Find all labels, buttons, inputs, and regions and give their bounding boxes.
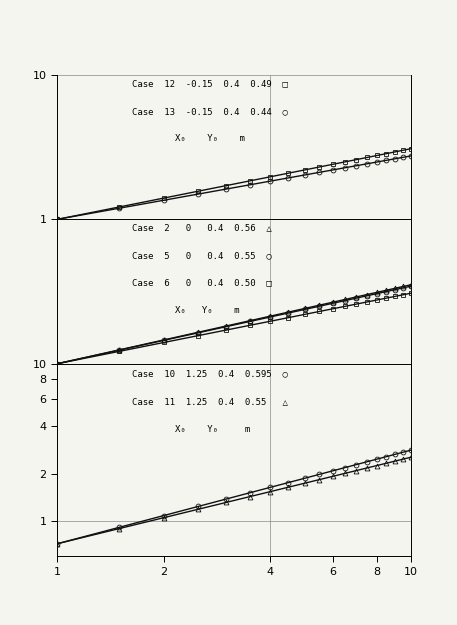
Text: X₀   Y₀    m: X₀ Y₀ m: [132, 306, 239, 315]
Text: Case  11  1.25  0.4  0.55   △: Case 11 1.25 0.4 0.55 △: [132, 397, 287, 406]
Text: X₀    Y₀     m: X₀ Y₀ m: [132, 424, 250, 434]
Text: Case  10  1.25  0.4  0.595  ○: Case 10 1.25 0.4 0.595 ○: [132, 369, 287, 379]
Text: X₀    Y₀    m: X₀ Y₀ m: [132, 134, 244, 143]
Text: Case  6   0   0.4  0.50  □: Case 6 0 0.4 0.50 □: [132, 279, 271, 288]
Text: Case  5   0   0.4  0.55  ○: Case 5 0 0.4 0.55 ○: [132, 251, 271, 260]
Text: Case  2   0   0.4  0.56  △: Case 2 0 0.4 0.56 △: [132, 224, 271, 232]
Text: Case  13  -0.15  0.4  0.44  ○: Case 13 -0.15 0.4 0.44 ○: [132, 107, 287, 116]
Text: Case  12  -0.15  0.4  0.49  □: Case 12 -0.15 0.4 0.49 □: [132, 79, 287, 88]
